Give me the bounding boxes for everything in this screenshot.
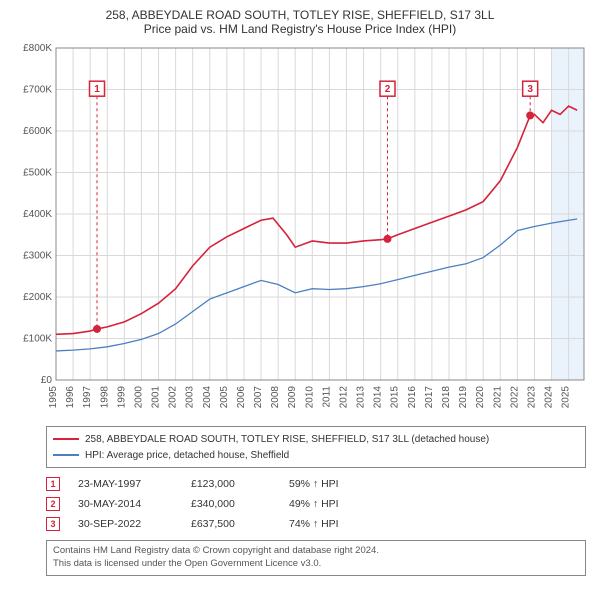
svg-text:2002: 2002 bbox=[168, 386, 179, 409]
svg-text:2008: 2008 bbox=[270, 386, 281, 409]
svg-text:2009: 2009 bbox=[287, 386, 298, 409]
event-date: 30-MAY-2014 bbox=[78, 498, 173, 510]
svg-text:2022: 2022 bbox=[509, 386, 520, 409]
legend-item: 258, ABBEYDALE ROAD SOUTH, TOTLEY RISE, … bbox=[53, 431, 579, 447]
event-row: 2 30-MAY-2014 £340,000 49% ↑ HPI bbox=[46, 494, 586, 514]
svg-text:2001: 2001 bbox=[151, 386, 162, 409]
svg-text:2020: 2020 bbox=[475, 386, 486, 409]
svg-text:1997: 1997 bbox=[82, 386, 93, 409]
svg-text:2025: 2025 bbox=[561, 386, 572, 409]
chart-container: 258, ABBEYDALE ROAD SOUTH, TOTLEY RISE, … bbox=[0, 0, 600, 582]
footer-line: This data is licensed under the Open Gov… bbox=[53, 558, 579, 571]
svg-text:2024: 2024 bbox=[544, 386, 555, 409]
svg-text:2016: 2016 bbox=[407, 386, 418, 409]
svg-text:2004: 2004 bbox=[202, 386, 213, 409]
chart-title: 258, ABBEYDALE ROAD SOUTH, TOTLEY RISE, … bbox=[6, 8, 594, 36]
svg-text:2014: 2014 bbox=[373, 386, 384, 409]
title-address: 258, ABBEYDALE ROAD SOUTH, TOTLEY RISE, … bbox=[6, 8, 594, 22]
event-pct: 49% ↑ HPI bbox=[289, 498, 379, 510]
svg-text:2010: 2010 bbox=[304, 386, 315, 409]
svg-text:2011: 2011 bbox=[321, 386, 332, 408]
event-row: 3 30-SEP-2022 £637,500 74% ↑ HPI bbox=[46, 514, 586, 534]
svg-text:£200K: £200K bbox=[23, 292, 52, 303]
svg-text:2018: 2018 bbox=[441, 386, 452, 409]
svg-text:1999: 1999 bbox=[116, 386, 127, 409]
line-chart-svg: £0 £100K £200K £300K £400K £500K £600K £700K £80… bbox=[6, 40, 594, 420]
event-price: £340,000 bbox=[191, 498, 271, 510]
legend: 258, ABBEYDALE ROAD SOUTH, TOTLEY RISE, … bbox=[46, 426, 586, 468]
event-marker-icon: 3 bbox=[46, 517, 60, 531]
svg-text:£400K: £400K bbox=[23, 209, 52, 220]
legend-item: HPI: Average price, detached house, Shef… bbox=[53, 447, 579, 463]
legend-swatch bbox=[53, 438, 79, 440]
legend-swatch bbox=[53, 454, 79, 456]
svg-text:1995: 1995 bbox=[48, 386, 59, 409]
event-marker-icon: 2 bbox=[46, 497, 60, 511]
svg-text:2013: 2013 bbox=[356, 386, 367, 409]
svg-text:£500K: £500K bbox=[23, 168, 52, 179]
svg-text:£0: £0 bbox=[41, 375, 53, 386]
event-pct: 74% ↑ HPI bbox=[289, 518, 379, 530]
svg-text:2007: 2007 bbox=[253, 386, 264, 409]
svg-text:2003: 2003 bbox=[185, 386, 196, 409]
svg-text:£600K: £600K bbox=[23, 126, 52, 137]
svg-text:£100K: £100K bbox=[23, 334, 52, 345]
event-price: £123,000 bbox=[191, 478, 271, 490]
svg-text:1998: 1998 bbox=[99, 386, 110, 409]
svg-text:£800K: £800K bbox=[23, 43, 52, 54]
svg-text:2012: 2012 bbox=[338, 386, 349, 409]
svg-text:2015: 2015 bbox=[390, 386, 401, 409]
plot-area: £0 £100K £200K £300K £400K £500K £600K £700K £80… bbox=[6, 40, 594, 420]
title-subtitle: Price paid vs. HM Land Registry's House … bbox=[6, 22, 594, 36]
legend-label: 258, ABBEYDALE ROAD SOUTH, TOTLEY RISE, … bbox=[85, 434, 489, 445]
svg-text:£700K: £700K bbox=[23, 85, 52, 96]
footer-attribution: Contains HM Land Registry data © Crown c… bbox=[46, 540, 586, 576]
svg-text:2005: 2005 bbox=[219, 386, 230, 409]
svg-text:2006: 2006 bbox=[236, 386, 247, 409]
svg-text:1996: 1996 bbox=[65, 386, 76, 409]
event-marker-icon: 1 bbox=[46, 477, 60, 491]
svg-text:2017: 2017 bbox=[424, 386, 435, 409]
event-row: 1 23-MAY-1997 £123,000 59% ↑ HPI bbox=[46, 474, 586, 494]
svg-text:2021: 2021 bbox=[492, 386, 503, 409]
event-date: 23-MAY-1997 bbox=[78, 478, 173, 490]
svg-text:2023: 2023 bbox=[526, 386, 537, 409]
event-date: 30-SEP-2022 bbox=[78, 518, 173, 530]
svg-text:2: 2 bbox=[385, 84, 391, 95]
event-pct: 59% ↑ HPI bbox=[289, 478, 379, 490]
svg-text:3: 3 bbox=[527, 84, 533, 95]
event-price: £637,500 bbox=[191, 518, 271, 530]
svg-text:1: 1 bbox=[94, 84, 100, 95]
footer-line: Contains HM Land Registry data © Crown c… bbox=[53, 545, 579, 558]
svg-text:2019: 2019 bbox=[458, 386, 469, 409]
svg-text:2000: 2000 bbox=[133, 386, 144, 409]
svg-text:£300K: £300K bbox=[23, 251, 52, 262]
legend-label: HPI: Average price, detached house, Shef… bbox=[85, 450, 289, 461]
events-table: 1 23-MAY-1997 £123,000 59% ↑ HPI 2 30-MA… bbox=[46, 474, 586, 534]
